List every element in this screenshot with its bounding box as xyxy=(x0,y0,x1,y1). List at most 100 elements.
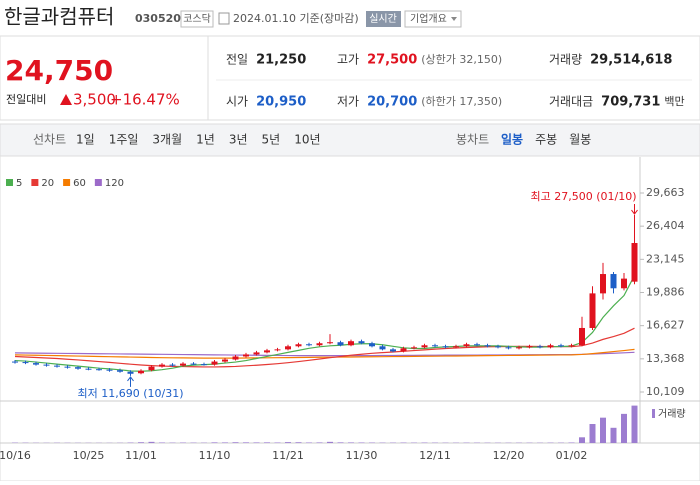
candle-body xyxy=(422,345,428,347)
stat-value: 20,950 xyxy=(256,95,306,110)
volume-label: 거래량 xyxy=(658,408,686,420)
x-tick-label: 11/01 xyxy=(125,449,157,462)
tab-label: 선차트 xyxy=(33,133,66,147)
tab-bar xyxy=(0,124,700,156)
candle-body xyxy=(86,369,92,370)
candle-body xyxy=(159,365,165,367)
stat-value: 29,514,618 xyxy=(590,53,672,68)
volume-bar xyxy=(233,442,239,443)
tab[interactable]: 1년 xyxy=(196,133,215,147)
x-tick-label: 11/10 xyxy=(199,449,231,462)
candle-body xyxy=(558,345,564,346)
candle-body xyxy=(96,369,102,370)
y-tick-label: 16,627 xyxy=(646,319,685,332)
candle-body xyxy=(600,274,606,293)
y-tick-label: 29,663 xyxy=(646,186,685,199)
legend-swatch xyxy=(652,409,655,418)
volume-bar xyxy=(600,418,606,443)
tab[interactable]: 1일 xyxy=(76,133,95,147)
candle-body xyxy=(306,344,312,345)
candle-body xyxy=(590,293,596,328)
candle-body xyxy=(411,347,417,348)
candle-body xyxy=(33,363,39,365)
legend-swatch xyxy=(63,179,70,186)
change-label: 전일대비 xyxy=(6,92,46,106)
candle-body xyxy=(453,346,459,347)
legend-swatch xyxy=(31,179,38,186)
stat-value: 20,700 xyxy=(367,95,417,110)
stat-unit: 백만 xyxy=(664,95,684,108)
stat-label: 고가 xyxy=(337,53,359,67)
candle-body xyxy=(516,347,522,348)
stat-value: 709,731 xyxy=(601,95,660,110)
candle-body xyxy=(527,346,533,347)
candle-body xyxy=(621,279,627,289)
candle-body xyxy=(275,349,281,350)
candle-body xyxy=(390,349,396,351)
candle-body xyxy=(569,345,575,346)
company-name: 한글과컴퓨터 xyxy=(4,5,114,29)
volume-bar xyxy=(621,414,627,443)
stat-value: 27,500 xyxy=(367,53,417,68)
candle-body xyxy=(632,243,638,282)
realtime-button[interactable]: 실시간 xyxy=(369,13,397,25)
legend-swatch xyxy=(95,179,102,186)
volume-bar xyxy=(149,442,155,443)
volume-bar xyxy=(317,442,323,443)
volume-bar xyxy=(359,442,365,443)
x-tick-label: 10/25 xyxy=(73,449,105,462)
volume-bar xyxy=(338,442,344,443)
tab[interactable]: 일봉 xyxy=(501,133,523,147)
candle-body xyxy=(327,342,333,343)
candle-body xyxy=(579,328,585,345)
candle-body xyxy=(191,364,197,365)
x-tick-label: 11/21 xyxy=(272,449,304,462)
y-tick-label: 23,145 xyxy=(646,252,685,265)
tab[interactable]: 3개월 xyxy=(152,133,182,147)
candle-body xyxy=(12,362,18,363)
stat-note: (상한가 32,150) xyxy=(421,53,502,66)
tab[interactable]: 1주일 xyxy=(109,133,139,147)
y-tick-label: 10,109 xyxy=(646,385,685,398)
volume-bar xyxy=(275,442,281,443)
candle-body xyxy=(107,370,113,371)
candle-body xyxy=(338,342,344,345)
calendar-icon xyxy=(219,13,229,24)
stat-label: 저가 xyxy=(337,95,359,109)
overview-button[interactable]: 기업개요 xyxy=(410,12,447,25)
tab[interactable]: 주봉 xyxy=(535,133,557,147)
volume-bar xyxy=(285,442,291,443)
stat-label: 전일 xyxy=(226,53,248,67)
candle-body xyxy=(170,365,176,366)
stat-value: 21,250 xyxy=(256,53,306,68)
candle-body xyxy=(443,346,449,347)
candle-body xyxy=(117,370,123,372)
tab[interactable]: 3년 xyxy=(229,133,248,147)
candle-body xyxy=(222,360,228,362)
volume-bar xyxy=(590,424,596,443)
candle-body xyxy=(401,348,407,351)
volume-bar xyxy=(222,442,228,443)
candle-body xyxy=(317,343,323,345)
tab[interactable]: 10년 xyxy=(294,133,320,147)
x-tick-label: 11/30 xyxy=(346,449,378,462)
candle-body xyxy=(296,344,302,346)
volume-bar xyxy=(243,442,249,443)
x-tick-label: 01/02 xyxy=(556,449,588,462)
candle-body xyxy=(254,352,260,354)
tab[interactable]: 월봉 xyxy=(569,133,591,147)
stock-code: 030520 xyxy=(135,12,181,25)
x-tick-label: 12/11 xyxy=(419,449,451,462)
legend-label: 5 xyxy=(16,178,22,189)
candle-body xyxy=(23,362,29,363)
annotation: 최고 27,500 (01/10) xyxy=(530,190,636,203)
legend-swatch xyxy=(6,179,13,186)
volume-bar xyxy=(212,442,218,443)
volume-bar xyxy=(348,442,354,443)
candle-body xyxy=(138,371,144,374)
candle-body xyxy=(485,345,491,346)
volume-bar xyxy=(632,406,638,443)
tab-label: 봉차트 xyxy=(456,133,489,147)
tab[interactable]: 5년 xyxy=(262,133,281,147)
volume-bar xyxy=(327,442,333,443)
